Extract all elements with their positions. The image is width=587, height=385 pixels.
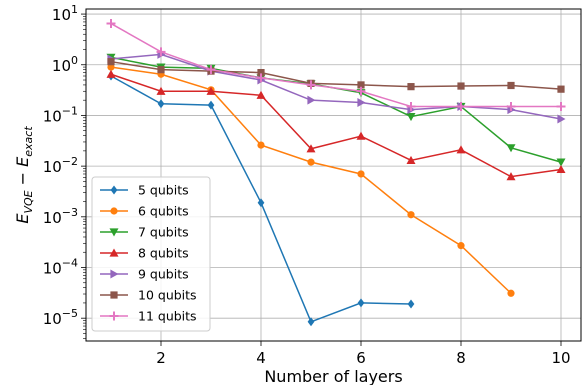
data-point [407,211,415,219]
y-axis-label-main: E [13,213,32,224]
legend-marker [110,269,119,279]
y-tick-label: 10−2 [43,155,78,176]
y-axis-label: EVQE − Eexact [13,126,35,224]
legend-marker [109,248,119,257]
x-tick-label: 10 [551,349,570,367]
data-point [507,81,515,90]
ticks: 2 4 6 8 10 101 100 10−1 10−2 10−3 10−4 10−5 [43,3,571,367]
series-line [110,60,562,90]
y-tick-label: 10−5 [43,307,78,328]
legend-marker [109,311,119,321]
data-point [206,86,216,95]
x-tick-label: 2 [156,349,166,367]
legend-label: 5 qubits [138,183,189,198]
y-tick-label: 101 [52,3,78,24]
data-point [506,102,516,112]
data-point [307,317,315,327]
data-point [457,82,465,90]
data-point [506,144,516,153]
legend-label: 7 qubits [138,225,189,240]
data-point [406,155,416,164]
data-point [257,198,265,208]
data-point [357,98,366,108]
series-line [110,53,562,120]
data-point [506,172,516,181]
data-point [357,298,365,308]
data-point [206,65,216,75]
legend-label: 10 qubits [138,288,197,303]
data-point [456,145,466,154]
data-point [257,141,265,149]
data-point [106,19,116,29]
data-point [557,85,565,93]
legend-marker [109,228,119,237]
series-11-qubits [106,19,566,112]
series-layer [106,19,566,327]
series-8-qubits [106,69,566,181]
y-tick-label: 10−4 [43,257,78,278]
data-point [356,131,366,140]
data-point [556,158,566,167]
legend-label: 8 qubits [138,246,189,261]
data-point [106,69,116,78]
data-point [556,164,566,174]
data-point [107,58,115,66]
y-axis-label-sub2: exact [22,126,35,157]
x-axis-label: Number of layers [264,367,402,385]
data-point [407,83,415,91]
data-point [507,289,515,297]
data-point [406,102,416,112]
data-point [306,144,316,153]
data-point [356,86,366,96]
data-point [207,100,215,110]
data-point [407,299,415,309]
series-line [110,73,562,178]
data-point [556,102,566,112]
x-tick-label: 6 [356,349,366,367]
data-point [156,86,166,95]
y-axis-label-mid: − E [13,156,32,191]
x-tick-label: 4 [256,349,266,367]
data-point [406,112,416,122]
y-axis-label-sub1: VQE [22,190,35,213]
data-point [357,81,365,89]
data-point [156,47,166,57]
data-point [306,80,316,90]
data-point [307,158,315,166]
legend-label: 6 qubits [138,204,189,219]
data-point [157,99,165,109]
legend-label: 9 qubits [138,267,189,282]
legend-box [91,176,211,332]
plot-frame [85,8,582,342]
legend-label: 11 qubits [138,309,197,324]
y-tick-label: 10−3 [43,206,78,227]
data-point [457,242,465,250]
data-point [557,114,566,124]
data-point [456,102,466,112]
series-line [110,22,561,108]
data-point [256,73,266,83]
legend: 5 qubits 6 qubits 7 qubits 8 qubits 9 qubits… [91,176,211,332]
series-10-qubits [107,58,565,93]
legend-marker [110,291,118,299]
y-tick-label: 100 [52,54,78,75]
y-tick-label: 10−1 [43,104,78,125]
data-point [257,69,265,77]
data-point [307,95,316,105]
x-tick-label: 8 [456,349,466,367]
legend-marker [110,207,118,215]
legend-marker [110,185,118,195]
data-point [157,66,165,74]
data-point [256,90,266,99]
data-point [357,170,365,178]
